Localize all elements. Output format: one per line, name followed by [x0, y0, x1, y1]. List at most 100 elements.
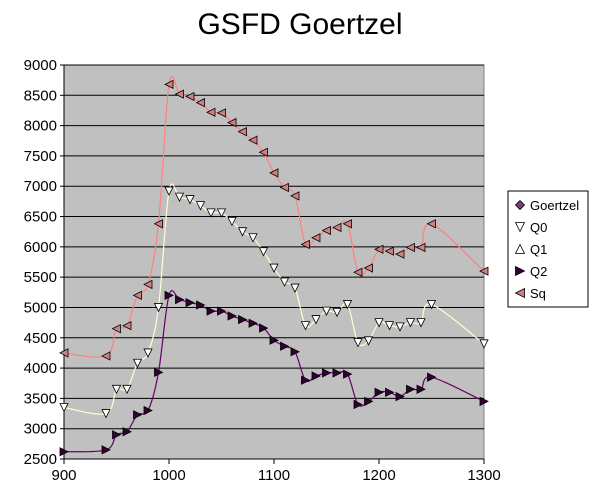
data-point-q2	[133, 410, 143, 420]
data-point-sq	[363, 263, 373, 273]
data-point-q0	[426, 300, 437, 310]
series-markers	[59, 79, 489, 457]
y-tick-label: 7000	[24, 178, 57, 195]
x-tick-label: 900	[51, 467, 76, 484]
data-point-sq	[143, 279, 153, 290]
y-tick-label: 3500	[24, 390, 57, 407]
data-point-sq	[111, 324, 121, 334]
data-point-sq	[59, 348, 69, 358]
y-tick-label: 5000	[24, 299, 57, 316]
data-point-q0	[395, 322, 405, 332]
data-point-q2	[101, 445, 111, 455]
data-point-q2	[59, 447, 69, 457]
data-point-q2	[353, 399, 363, 410]
data-point-q0	[195, 201, 206, 211]
data-point-sq	[290, 191, 300, 201]
data-point-sq	[227, 117, 237, 128]
data-point-q0	[122, 384, 132, 395]
data-point-q0	[132, 358, 143, 369]
legend: Goertzel Q0 Q1 Q2 Sq	[507, 190, 589, 308]
data-point-q2	[427, 372, 437, 382]
data-point-q0	[374, 318, 384, 328]
data-point-sq	[353, 267, 363, 277]
data-point-q2	[196, 300, 206, 310]
data-point-sq	[405, 242, 415, 253]
data-point-q0	[269, 263, 279, 273]
data-point-q0	[174, 192, 185, 203]
data-point-q0	[111, 384, 122, 395]
data-point-q0	[290, 283, 300, 293]
data-point-sq	[479, 266, 489, 276]
data-point-q0	[300, 321, 311, 331]
data-point-sq	[384, 246, 394, 256]
data-point-q0	[216, 208, 227, 218]
x-tick-label: 1100	[258, 467, 290, 484]
y-tick-label: 4000	[24, 360, 57, 377]
data-point-q0	[185, 195, 195, 205]
data-point-sq	[342, 219, 352, 229]
legend-item: Q1	[514, 242, 547, 257]
data-point-q2	[259, 323, 269, 333]
data-point-q0	[59, 403, 69, 413]
series-line-q0	[64, 183, 484, 415]
data-point-sq	[216, 108, 226, 118]
data-point-q2	[217, 306, 227, 316]
y-tick-label: 5500	[24, 269, 57, 286]
plot-area	[63, 64, 485, 460]
data-point-q2	[301, 375, 311, 385]
x-tick-label: 1000	[152, 467, 185, 484]
data-point-sq	[237, 127, 247, 137]
y-tick-label: 6000	[24, 239, 57, 256]
data-point-q2	[416, 384, 426, 394]
data-point-q0	[384, 321, 395, 331]
y-tick-label: 3000	[24, 421, 57, 438]
legend-item: Sq	[514, 286, 546, 301]
data-point-q2	[185, 297, 195, 308]
data-point-q0	[405, 318, 416, 328]
data-point-sq	[248, 135, 258, 145]
data-point-q2	[238, 314, 248, 325]
data-point-sq	[395, 249, 405, 259]
data-point-sq	[174, 89, 184, 99]
y-tick-label: 4500	[24, 330, 57, 347]
data-point-q0	[101, 409, 111, 419]
data-point-sq	[311, 233, 321, 243]
data-point-sq	[279, 182, 289, 193]
data-point-q0	[321, 306, 332, 316]
data-point-q2	[206, 306, 216, 316]
data-point-q0	[206, 208, 216, 218]
x-tick-label: 1200	[362, 467, 395, 484]
legend-marker	[514, 199, 526, 211]
data-point-sq	[332, 222, 342, 233]
data-point-sq	[321, 225, 331, 236]
data-point-q2	[343, 369, 353, 379]
data-point-sq	[374, 244, 384, 254]
y-tick-label: 8000	[24, 118, 57, 135]
y-tick-label: 9000	[24, 57, 57, 74]
series-line-q2	[64, 290, 484, 453]
data-point-sq	[300, 239, 310, 250]
legend-marker	[515, 265, 526, 277]
data-point-q2	[269, 335, 279, 345]
data-point-sq	[132, 290, 142, 300]
series-curves	[64, 75, 484, 453]
data-point-sq	[206, 107, 216, 117]
legend-label: Q1	[530, 242, 547, 257]
data-point-sq	[426, 219, 436, 229]
data-point-q0	[248, 233, 258, 243]
data-point-q2	[479, 396, 489, 407]
data-point-q0	[342, 300, 353, 310]
data-point-q2	[406, 384, 416, 394]
legend-label: Goertzel	[530, 198, 579, 213]
data-point-q2	[332, 368, 342, 378]
data-point-q0	[332, 307, 342, 318]
data-point-q2	[290, 347, 300, 357]
data-point-q0	[164, 186, 174, 196]
data-point-sq	[195, 97, 205, 108]
data-point-q0	[416, 318, 426, 328]
data-point-q0	[279, 277, 290, 287]
data-point-q0	[227, 216, 237, 227]
data-point-q0	[237, 227, 248, 237]
data-point-sq	[258, 147, 268, 157]
